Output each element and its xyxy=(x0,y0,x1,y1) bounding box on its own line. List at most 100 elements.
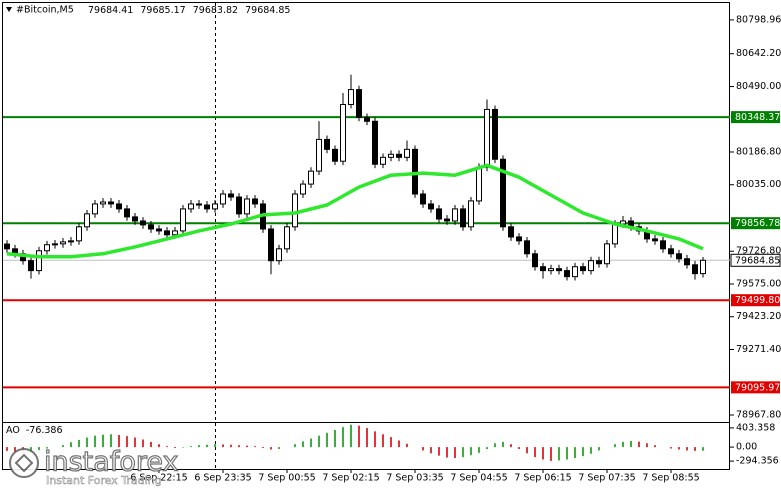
y-tick-label: 80642.20 xyxy=(736,48,781,59)
candle-body xyxy=(124,208,130,218)
candle-body xyxy=(188,203,194,210)
y-tick-label: 80798.96 xyxy=(736,14,781,25)
level-label: 79499.80 xyxy=(735,295,780,306)
x-tick-label: 7 Sep 07:35 xyxy=(578,473,635,484)
candle-body xyxy=(348,89,354,105)
candle-body xyxy=(516,236,522,242)
indicator-title: AO -76.386 xyxy=(6,425,63,436)
candle-body xyxy=(140,220,146,226)
candle-body xyxy=(148,224,154,230)
x-tick-label: 7 Sep 04:55 xyxy=(450,473,507,484)
watermark-brand: instaforex xyxy=(44,447,178,478)
candle-body xyxy=(572,266,578,278)
candle-body xyxy=(492,108,498,160)
candle-body xyxy=(4,243,10,250)
candle-body xyxy=(196,203,202,206)
watermark: instaforex Instant Forex Trading xyxy=(9,446,179,487)
chart-title: #Bitcoin,M5 xyxy=(16,5,74,16)
y-tick-label: 79726.80 xyxy=(736,246,781,257)
ao-y-tick-label: 0.00 xyxy=(736,442,757,453)
candle-body xyxy=(52,243,58,246)
candle-body xyxy=(460,208,466,228)
x-tick-label: 7 Sep 06:15 xyxy=(514,473,571,484)
candle-body xyxy=(244,198,250,215)
candle-body xyxy=(116,203,122,210)
candle-body xyxy=(548,268,554,272)
candle-body xyxy=(276,248,282,262)
candle-body xyxy=(380,156,386,165)
header-value: 79684.41 xyxy=(88,5,133,16)
candle-body xyxy=(36,250,42,272)
candle-body xyxy=(356,89,362,118)
watermark-tagline: Instant Forex Trading xyxy=(46,474,162,487)
candle-body xyxy=(92,203,98,215)
candle-body xyxy=(44,244,50,252)
last-price-label: 79684.85 xyxy=(735,255,780,266)
candle-body xyxy=(452,208,458,222)
candle-body xyxy=(84,213,90,228)
candle-body xyxy=(204,204,210,210)
level-label-box xyxy=(731,217,780,230)
candle-body xyxy=(172,230,178,236)
candle-body xyxy=(300,183,306,195)
x-tick-label: 7 Sep 00:55 xyxy=(258,473,315,484)
header-value: 79684.85 xyxy=(245,5,290,16)
indicator-value: -76.386 xyxy=(26,425,63,436)
candle-body xyxy=(372,120,378,165)
candle-body xyxy=(228,193,234,198)
y-tick-label: 80186.80 xyxy=(736,146,781,157)
candle-body xyxy=(404,148,410,158)
candle-body xyxy=(108,201,114,205)
candle-body xyxy=(252,198,258,205)
axes: 80798.96 80642.20 80490.00 80186.80 80035.00… xyxy=(130,14,781,483)
candle-body xyxy=(68,240,74,243)
candle-body xyxy=(652,238,658,242)
candle-body xyxy=(532,253,538,268)
candle-body xyxy=(484,108,490,168)
x-tick-label: 7 Sep 02:15 xyxy=(322,473,379,484)
candle-body xyxy=(508,226,514,238)
y-tick-label: 79423.20 xyxy=(736,311,781,322)
candle-body xyxy=(700,259,706,275)
candle-body xyxy=(444,218,450,222)
candle-body xyxy=(476,166,482,202)
candle-body xyxy=(612,223,618,245)
candle-body xyxy=(556,268,562,272)
x-tick-label: 7 Sep 08:55 xyxy=(642,473,699,484)
candle-body xyxy=(540,266,546,272)
level-label: 79095.97 xyxy=(735,382,780,393)
candle-body xyxy=(668,248,674,255)
candle-body xyxy=(596,260,602,265)
header-value: 79683.82 xyxy=(193,5,238,16)
candle-body xyxy=(220,193,226,205)
level-label: 79856.78 xyxy=(735,218,780,229)
candle-body xyxy=(308,170,314,185)
candle-body xyxy=(564,270,570,278)
candle-body xyxy=(660,240,666,250)
menu-arrow xyxy=(6,7,12,12)
candle-body xyxy=(420,193,426,205)
candle-body xyxy=(436,208,442,220)
candle-body xyxy=(388,153,394,158)
candle-body xyxy=(340,103,346,162)
plot-frame xyxy=(2,2,730,470)
candle-body xyxy=(396,153,402,158)
header-value: 79685.17 xyxy=(140,5,185,16)
candle-body xyxy=(100,201,106,205)
y-tick-label: 80490.00 xyxy=(736,81,781,92)
candle-body xyxy=(620,220,626,225)
x-tick-label: 6 Sep 23:35 xyxy=(194,473,251,484)
candle-body xyxy=(332,148,338,162)
ao-y-tick-label: 403.358 xyxy=(736,422,775,433)
candle-body xyxy=(164,230,170,236)
candle-body xyxy=(76,226,82,242)
y-tick-label: 79575.00 xyxy=(736,278,781,289)
candle-body xyxy=(468,200,474,228)
y-tick-label: 79271.40 xyxy=(736,344,781,355)
candle-body xyxy=(292,193,298,228)
candle-body xyxy=(412,148,418,195)
watermark-logo-mark xyxy=(14,453,34,473)
candle-body xyxy=(676,253,682,260)
